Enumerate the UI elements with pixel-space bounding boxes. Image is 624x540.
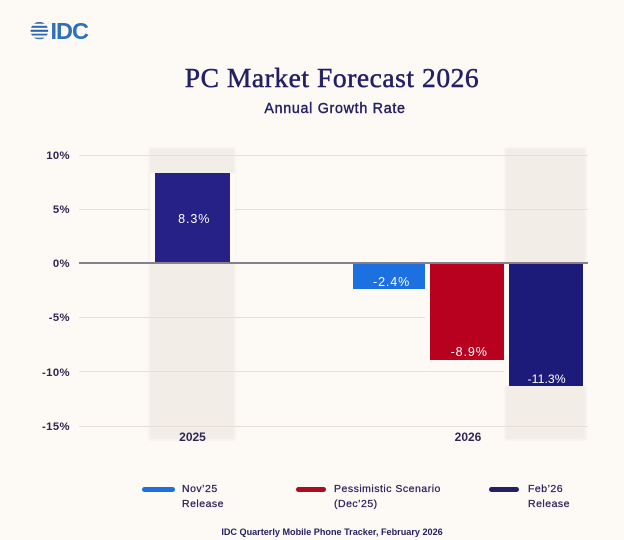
svg-text:IDC: IDC bbox=[51, 21, 90, 43]
